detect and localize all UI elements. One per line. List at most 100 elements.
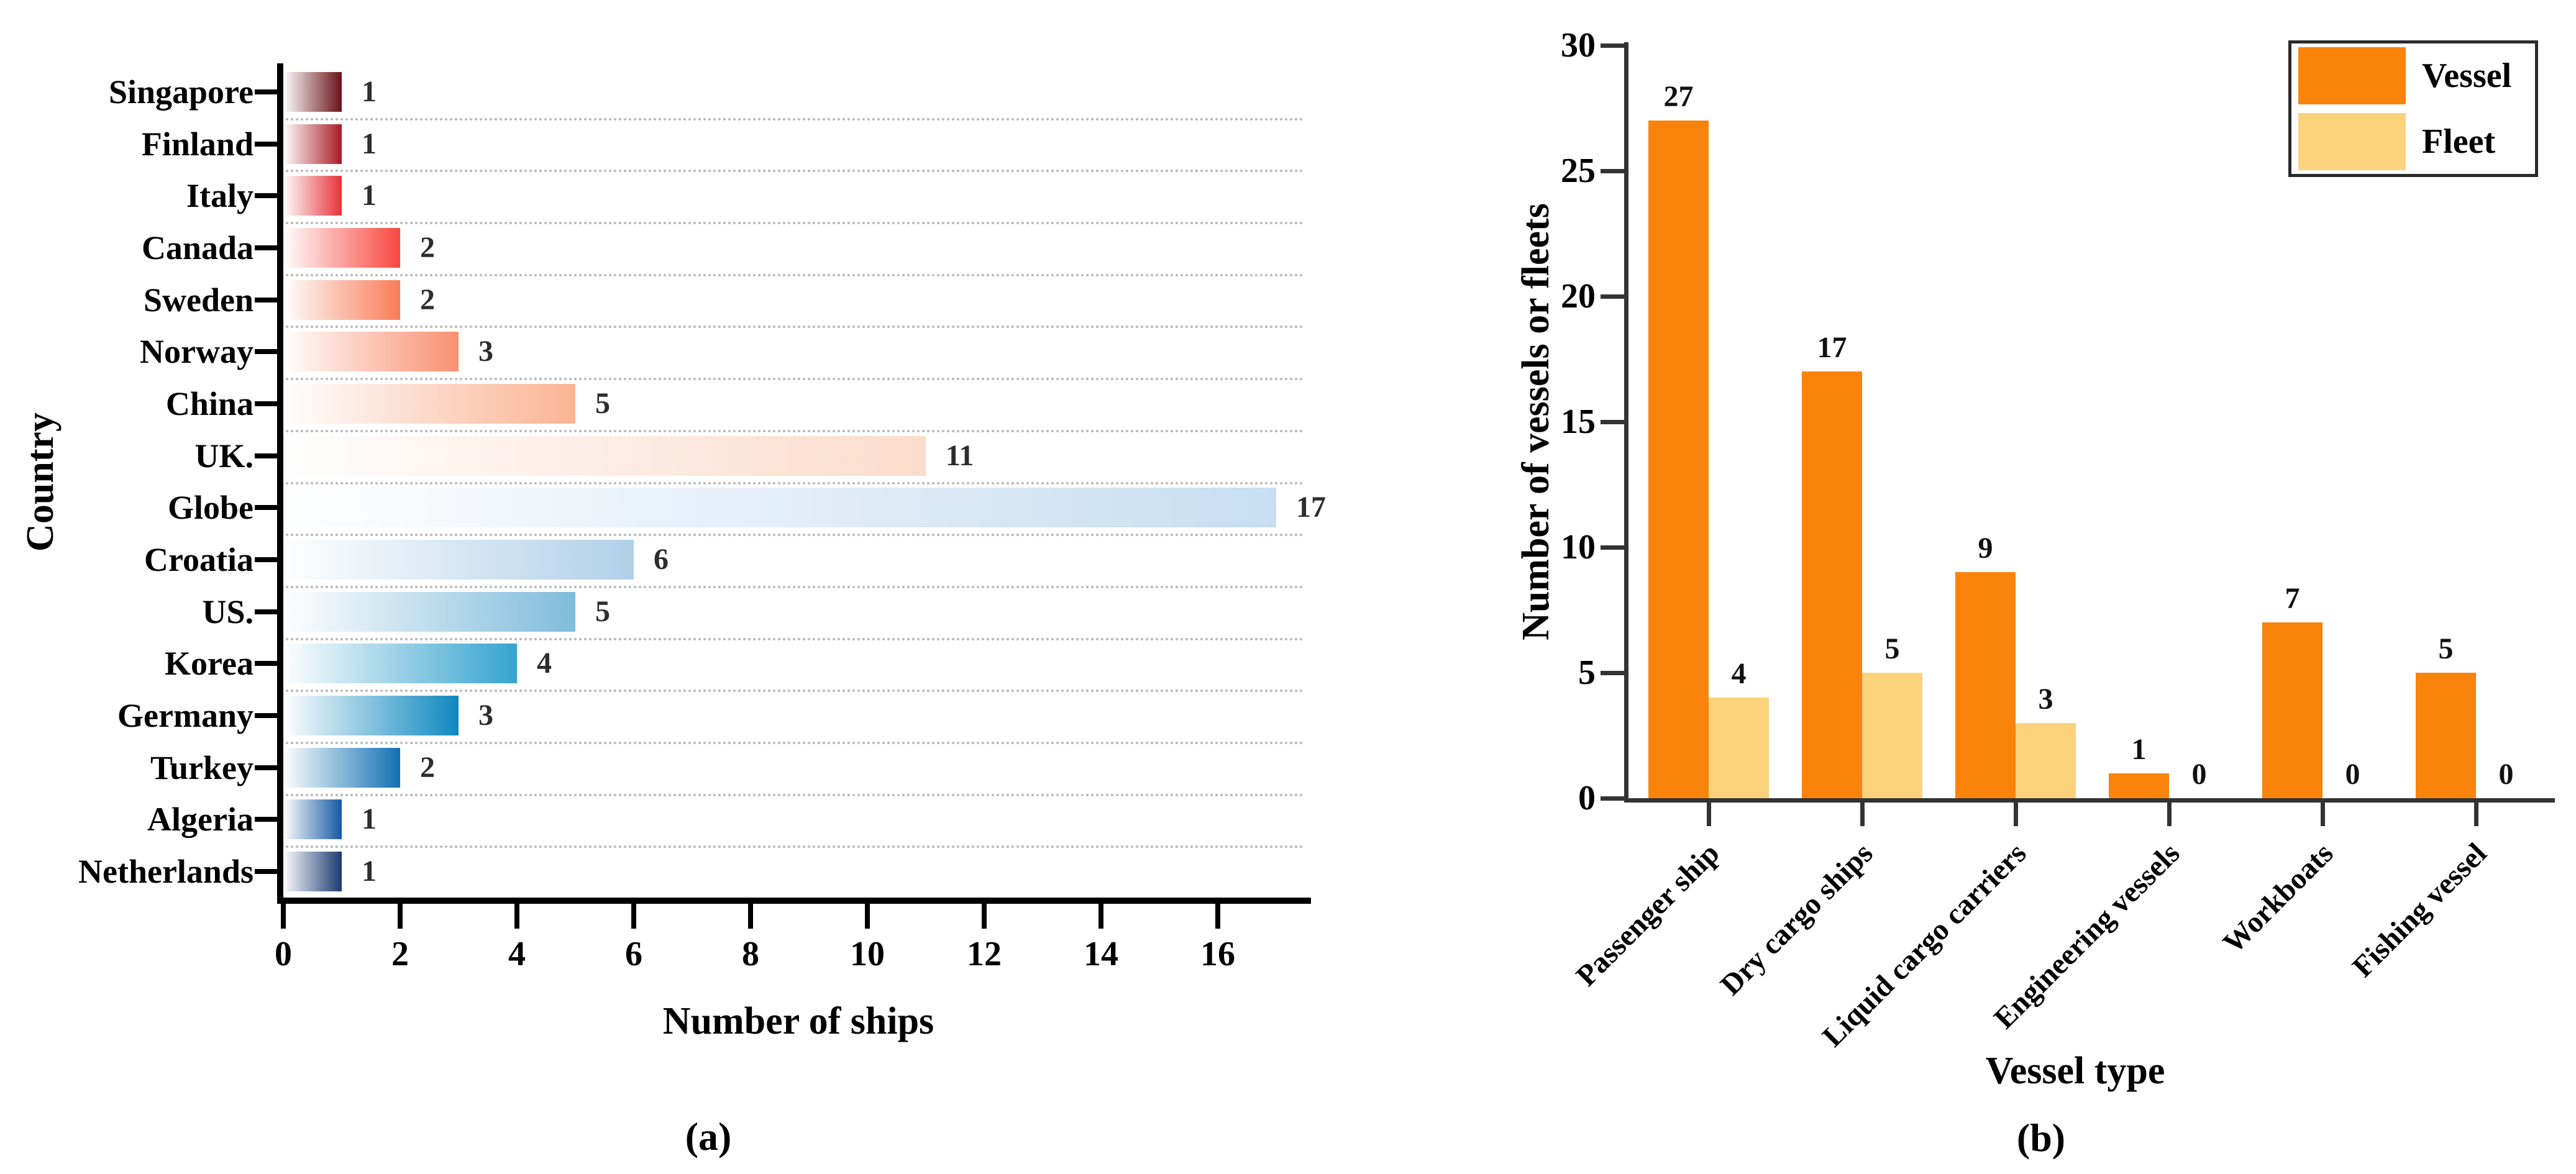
chart-b-legend: Vessel Fleet (2288, 40, 2538, 177)
y-axis-tick (255, 557, 277, 563)
bar-fleet-1 (1709, 698, 1769, 798)
y-axis-tick (1601, 671, 1624, 675)
x-tick-label: 6 (625, 935, 642, 973)
chart-a-caption: (a) (685, 1114, 732, 1158)
chart-a-x-axis-title: Number of ships (662, 1000, 934, 1042)
category-label: Germany (117, 697, 253, 735)
gridline (281, 222, 1304, 225)
y-tick-label: 10 (1561, 528, 1596, 567)
x-tick-label: 12 (967, 935, 1002, 973)
category-label: Turkey (150, 749, 253, 786)
y-tick-label: 25 (1561, 152, 1596, 190)
bar-sweden (283, 280, 400, 320)
bar-turkey (283, 747, 400, 788)
value-label: 1 (2131, 732, 2147, 766)
bar-germany (283, 696, 459, 736)
category-label: Korea (165, 645, 253, 683)
bar-us (283, 591, 575, 632)
gridline (281, 378, 1304, 381)
value-label: 7 (2285, 582, 2300, 616)
y-tick-label: 20 (1561, 277, 1596, 316)
bar-netherlands (283, 852, 342, 892)
x-axis-tick (1707, 803, 1711, 826)
legend-entry-fleet: Fleet (2298, 113, 2535, 170)
gridline (281, 845, 1304, 849)
x-axis-tick (631, 904, 636, 929)
x-tick-label: 4 (508, 935, 526, 973)
y-axis-tick (255, 401, 277, 406)
y-axis-tick (1601, 294, 1624, 299)
y-axis-tick (255, 505, 277, 511)
x-axis-tick (1215, 904, 1220, 929)
bar-finland (283, 124, 342, 164)
legend-swatch-fleet (2298, 113, 2406, 170)
value-label: 3 (478, 335, 493, 368)
y-axis-tick (255, 765, 277, 770)
legend-entry-vessel: Vessel (2298, 47, 2535, 104)
bar-fleet-3 (2016, 722, 2076, 798)
bar-uk (283, 435, 926, 476)
gridline (281, 637, 1304, 640)
gridline (281, 273, 1304, 276)
y-axis-tick (255, 89, 277, 94)
x-axis-tick (982, 904, 987, 929)
x-tick-label: 10 (850, 935, 885, 973)
value-label: 4 (537, 647, 552, 680)
value-label: 1 (362, 855, 377, 888)
y-axis-tick (255, 713, 277, 719)
y-tick-label: 30 (1561, 26, 1596, 65)
bar-algeria (283, 799, 342, 840)
gridline (281, 534, 1304, 537)
y-axis-tick (255, 349, 277, 355)
value-label: 0 (2345, 758, 2360, 791)
y-axis-tick (255, 661, 277, 667)
category-label: US. (202, 593, 253, 630)
bar-vessel-2 (1802, 371, 1862, 798)
category-label: Croatia (144, 541, 253, 579)
value-label: 2 (420, 750, 435, 784)
bar-italy (283, 176, 342, 216)
y-axis-tick (255, 245, 277, 250)
value-label: 0 (2191, 758, 2207, 791)
category-label: Italy (186, 177, 253, 215)
y-axis-tick (255, 817, 277, 822)
y-axis-tick (255, 453, 277, 458)
value-label: 11 (946, 439, 974, 472)
gridline (281, 689, 1304, 693)
gridline (281, 117, 1304, 121)
y-axis-line (277, 63, 283, 903)
category-label: China (165, 385, 253, 422)
x-axis-line (277, 898, 1311, 904)
gridline (281, 741, 1304, 744)
x-axis-tick (1098, 904, 1103, 929)
x-axis-tick (398, 904, 403, 929)
x-axis-tick (748, 904, 753, 929)
gridline (281, 793, 1304, 796)
value-label: 17 (1296, 491, 1326, 524)
category-label: UK. (194, 437, 254, 475)
bar-fleet-2 (1862, 673, 1922, 798)
y-axis-tick (255, 141, 277, 147)
x-tick-label: 14 (1084, 935, 1118, 973)
x-axis-tick (514, 904, 519, 929)
x-tick-label: 0 (275, 935, 292, 973)
bar-croatia (283, 540, 634, 580)
value-label: 9 (1978, 532, 1993, 565)
value-label: 2 (420, 283, 435, 316)
y-axis-tick (255, 297, 277, 303)
x-tick-label: 16 (1200, 935, 1235, 973)
y-axis-tick (1601, 796, 1624, 801)
bar-singapore (283, 71, 342, 112)
bar-canada (283, 227, 400, 268)
value-label: 6 (654, 543, 669, 576)
gridline (281, 585, 1304, 588)
category-label: Norway (140, 333, 253, 371)
x-tick-label: 8 (742, 935, 759, 973)
y-axis-tick (1601, 420, 1624, 424)
y-axis-tick (1601, 43, 1624, 48)
bar-vessel-5 (2262, 622, 2323, 798)
x-axis-tick (2321, 803, 2325, 826)
x-axis-tick (2474, 803, 2478, 826)
value-label: 1 (362, 127, 377, 160)
